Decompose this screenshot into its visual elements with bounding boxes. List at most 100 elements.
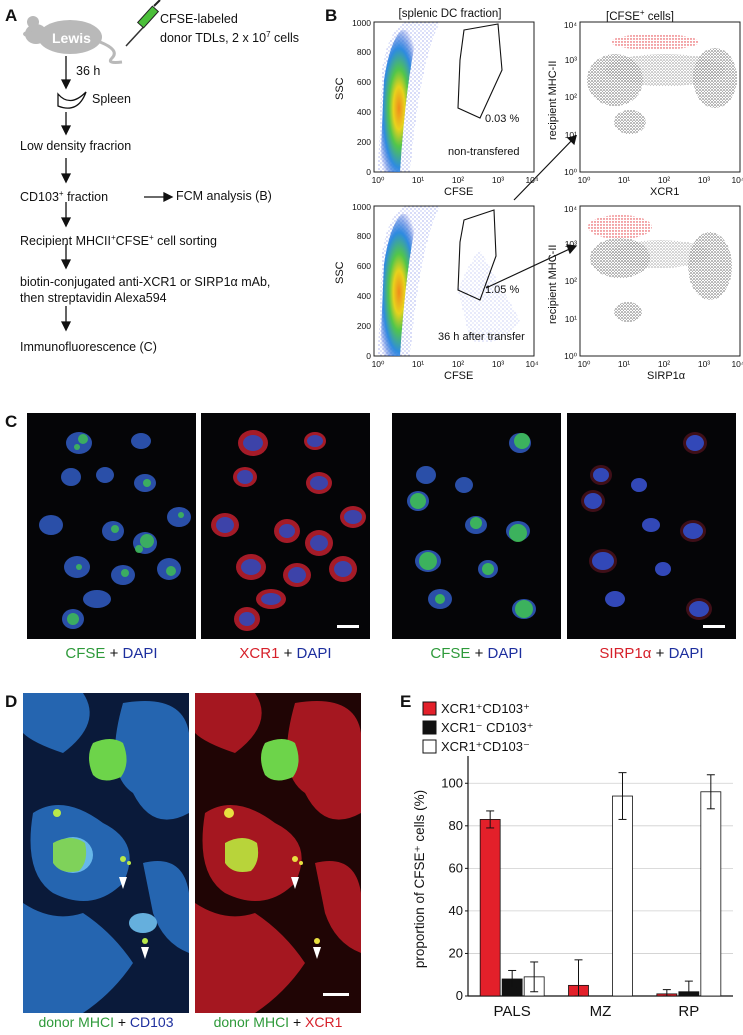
facs-ssc-label-top: SSC xyxy=(334,77,346,100)
syringe-icon xyxy=(125,0,161,47)
x-tick-label: RP xyxy=(678,1003,699,1020)
svg-text:10¹: 10¹ xyxy=(565,130,577,140)
arrowhead-marker-2 xyxy=(141,947,149,959)
facs-pct-bottom: 1.05 % xyxy=(485,284,520,296)
svg-text:10⁴: 10⁴ xyxy=(525,175,538,185)
facs-mhc-label-top: recipient MHC-II xyxy=(547,60,559,140)
micrograph-xcr1-dapi xyxy=(201,413,370,639)
svg-text:10²: 10² xyxy=(452,359,464,369)
bar xyxy=(479,819,501,997)
y-tick-label: 100 xyxy=(441,775,463,790)
svg-text:10³: 10³ xyxy=(492,175,504,185)
svg-text:10⁴: 10⁴ xyxy=(564,204,577,214)
svg-text:10³: 10³ xyxy=(565,55,577,65)
facs-plot-bottom-left xyxy=(373,205,535,357)
mouse-label: Lewis xyxy=(52,30,91,46)
time-label: 36 h xyxy=(76,64,101,78)
micrograph-donor-cd103 xyxy=(23,693,189,1013)
facs-plot-top-left xyxy=(373,21,535,173)
bar xyxy=(612,795,633,997)
svg-text:10¹: 10¹ xyxy=(565,314,577,324)
legend-swatch xyxy=(422,701,437,716)
bar xyxy=(700,791,722,997)
svg-text:10²: 10² xyxy=(565,276,577,286)
y-axis-label: proportion of CFSE⁺ cells (%) xyxy=(412,790,427,968)
svg-text:800: 800 xyxy=(357,47,371,57)
legend-swatch xyxy=(422,739,437,754)
facs-mhc-label-bottom: recipient MHC-II xyxy=(547,244,559,324)
panel-label-d: D xyxy=(5,692,18,711)
legend-swatch xyxy=(422,720,437,735)
panel-label-a: A xyxy=(5,6,18,25)
svg-text:10³: 10³ xyxy=(492,359,504,369)
step-cd103-fraction: CD103+ fraction xyxy=(20,189,109,205)
svg-text:10³: 10³ xyxy=(698,175,710,185)
step-fcm-analysis: FCM analysis (B) xyxy=(176,189,272,203)
svg-text:400: 400 xyxy=(357,291,371,301)
facs-plot-top-right xyxy=(579,21,741,173)
svg-text:600: 600 xyxy=(357,77,371,87)
step-immunofluorescence: Immunofluorescence (C) xyxy=(20,340,157,354)
facs-ssc-label-bottom: SSC xyxy=(334,261,346,284)
caption-c4: SIRP1α + DAPI xyxy=(599,645,704,662)
svg-text:10²: 10² xyxy=(452,175,464,185)
svg-text:200: 200 xyxy=(357,321,371,331)
y-tick-label: 0 xyxy=(456,988,463,1003)
facs-sirp-label: SIRP1α xyxy=(647,370,686,382)
facs-xcr1-label: XCR1 xyxy=(650,186,680,198)
spleen-label: Spleen xyxy=(92,92,131,106)
caption-c2: XCR1 + DAPI xyxy=(239,645,332,662)
facs-pct-top: 0.03 % xyxy=(485,113,520,125)
y-tick-label: 80 xyxy=(449,818,463,833)
y-tick-label: 20 xyxy=(449,945,463,960)
caption-c3: CFSE + DAPI xyxy=(430,645,523,662)
y-tick-label: 60 xyxy=(449,860,463,875)
bar-chart: 0 20 40 60 80 100 proportion of CFSE⁺ cells (%… xyxy=(412,701,733,1020)
svg-text:10⁰: 10⁰ xyxy=(564,167,577,177)
facs-note-bottom: 36 h after transfer xyxy=(438,331,525,343)
svg-text:10³: 10³ xyxy=(565,239,577,249)
svg-text:10²: 10² xyxy=(658,175,670,185)
micrograph-sirp-dapi xyxy=(567,413,736,639)
caption-d2: donor MHCI + XCR1 xyxy=(213,1014,343,1030)
flowchart-diagram xyxy=(23,0,174,332)
svg-text:10⁴: 10⁴ xyxy=(731,175,743,185)
step-staining: biotin-conjugated anti-XCR1 or SIRP1α mA… xyxy=(20,275,271,305)
micrograph-donor-xcr1 xyxy=(195,693,361,1013)
facs-cfse-label-bottom: CFSE xyxy=(444,370,474,382)
legend-label: XCR1⁺CD103⁺ xyxy=(441,701,530,716)
donor-label: CFSE-labeled donor TDLs, 2 x 107 cells xyxy=(160,12,300,46)
svg-text:10¹: 10¹ xyxy=(618,175,630,185)
x-tick-label: MZ xyxy=(590,1003,612,1020)
facs-note-top: non-transfered xyxy=(448,146,520,158)
panel-label-b: B xyxy=(325,6,338,25)
svg-text:1000: 1000 xyxy=(352,20,371,28)
svg-text:1000: 1000 xyxy=(352,202,371,212)
svg-text:200: 200 xyxy=(357,137,371,147)
svg-text:0: 0 xyxy=(366,351,371,361)
spleen-icon xyxy=(57,91,87,109)
facs-plot-bottom-right xyxy=(579,205,741,357)
panel-label-e: E xyxy=(400,692,412,711)
svg-text:10⁰: 10⁰ xyxy=(372,359,385,369)
step-cell-sorting: Recipient MHCII+CFSE+ cell sorting xyxy=(20,233,217,249)
svg-text:800: 800 xyxy=(357,231,371,241)
svg-text:10⁴: 10⁴ xyxy=(525,359,538,369)
svg-text:10²: 10² xyxy=(658,359,670,369)
svg-text:10⁰: 10⁰ xyxy=(578,359,591,369)
legend-label: XCR1⁻ CD103⁺ xyxy=(441,720,533,735)
svg-text:600: 600 xyxy=(357,261,371,271)
micrograph-cfse-dapi-1 xyxy=(27,413,196,639)
svg-text:10⁴: 10⁴ xyxy=(731,359,743,369)
arrowhead-marker-4 xyxy=(313,947,321,959)
svg-text:10⁰: 10⁰ xyxy=(578,175,591,185)
svg-text:10⁴: 10⁴ xyxy=(564,20,577,30)
mouse-icon xyxy=(23,16,123,64)
arrowhead-marker-1 xyxy=(119,877,127,889)
svg-text:10²: 10² xyxy=(565,92,577,102)
panel-label-c: C xyxy=(5,412,18,431)
svg-text:400: 400 xyxy=(357,107,371,117)
step-low-density: Low density fracrion xyxy=(20,139,132,153)
y-tick-label: 40 xyxy=(449,903,463,918)
